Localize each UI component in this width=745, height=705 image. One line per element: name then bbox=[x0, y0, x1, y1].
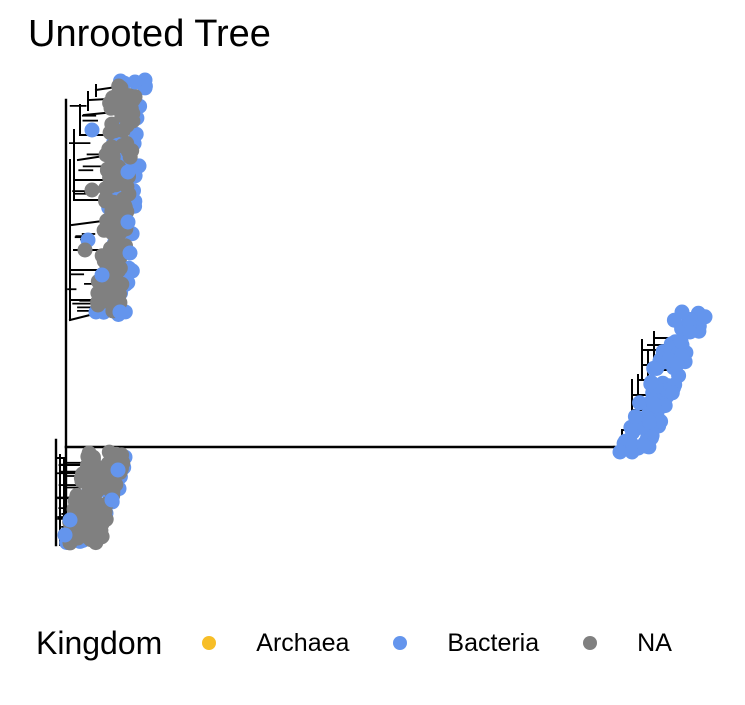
page-title: Unrooted Tree bbox=[28, 13, 271, 55]
tip-na bbox=[94, 529, 110, 544]
tip-bacteria bbox=[674, 304, 690, 320]
tip-na bbox=[114, 105, 130, 121]
tip-bacteria bbox=[122, 245, 138, 261]
legend-key-na bbox=[583, 636, 598, 650]
tip-na bbox=[98, 511, 114, 527]
tip-bacteria bbox=[643, 374, 659, 390]
tip-na bbox=[124, 143, 140, 159]
tip-bacteria bbox=[632, 395, 648, 411]
tip-bacteria bbox=[673, 333, 689, 349]
tip-bacteria bbox=[62, 512, 78, 528]
tip-bacteria bbox=[57, 527, 73, 543]
tip-na bbox=[107, 91, 123, 107]
tree-tips bbox=[57, 72, 713, 551]
tip-bacteria bbox=[112, 304, 128, 320]
tip-bacteria bbox=[636, 437, 652, 453]
legend-item-bacteria: Bacteria bbox=[393, 629, 539, 658]
tip-na bbox=[101, 444, 117, 460]
legend-label-bacteria: Bacteria bbox=[447, 628, 540, 657]
tip-na bbox=[90, 297, 106, 313]
tip-bacteria bbox=[697, 309, 713, 325]
tip-na bbox=[84, 182, 100, 198]
legend-key-bacteria bbox=[393, 636, 408, 650]
tree-branches bbox=[54, 83, 681, 547]
tip-bacteria bbox=[110, 462, 126, 478]
legend-item-na: NA bbox=[583, 629, 672, 658]
tip-na bbox=[77, 242, 93, 258]
tip-bacteria bbox=[612, 444, 628, 460]
tip-bacteria bbox=[627, 409, 643, 425]
tip-bacteria bbox=[664, 385, 680, 401]
tip-na bbox=[82, 481, 97, 497]
legend-title: Kingdom bbox=[36, 624, 163, 661]
legend-key-archaea bbox=[202, 636, 217, 650]
tip-na bbox=[106, 142, 122, 158]
legend: Kingdom Archaea Bacteria NA bbox=[36, 618, 672, 668]
tip-bacteria bbox=[682, 324, 698, 340]
tip-na bbox=[107, 282, 123, 298]
tip-bacteria bbox=[642, 414, 657, 430]
tip-na bbox=[68, 492, 84, 508]
tip-na bbox=[106, 207, 122, 223]
tip-na bbox=[80, 449, 96, 465]
tip-na bbox=[77, 503, 93, 519]
tip-bacteria bbox=[646, 360, 662, 376]
tip-bacteria bbox=[94, 267, 110, 283]
tip-na bbox=[90, 285, 106, 301]
tip-bacteria bbox=[120, 164, 136, 180]
tip-na bbox=[99, 191, 115, 207]
tip-bacteria bbox=[625, 425, 641, 440]
tip-na bbox=[125, 92, 141, 108]
tip-na bbox=[68, 525, 84, 541]
tip-bacteria bbox=[669, 356, 685, 372]
tip-na bbox=[125, 106, 141, 121]
legend-label-na: NA bbox=[637, 628, 672, 657]
tip-na bbox=[121, 186, 137, 202]
tip-bacteria bbox=[653, 413, 669, 429]
tip-na bbox=[103, 248, 119, 264]
tip-bacteria bbox=[127, 74, 143, 90]
tip-bacteria bbox=[120, 214, 136, 230]
tip-bacteria bbox=[646, 396, 662, 412]
tip-bacteria bbox=[624, 444, 640, 460]
tip-na bbox=[102, 125, 118, 140]
legend-item-archaea: Archaea bbox=[202, 629, 349, 658]
legend-label-archaea: Archaea bbox=[256, 628, 350, 657]
tip-bacteria bbox=[104, 492, 120, 508]
tip-bacteria bbox=[84, 122, 100, 138]
tip-na bbox=[96, 479, 112, 495]
tip-bacteria bbox=[124, 263, 140, 279]
